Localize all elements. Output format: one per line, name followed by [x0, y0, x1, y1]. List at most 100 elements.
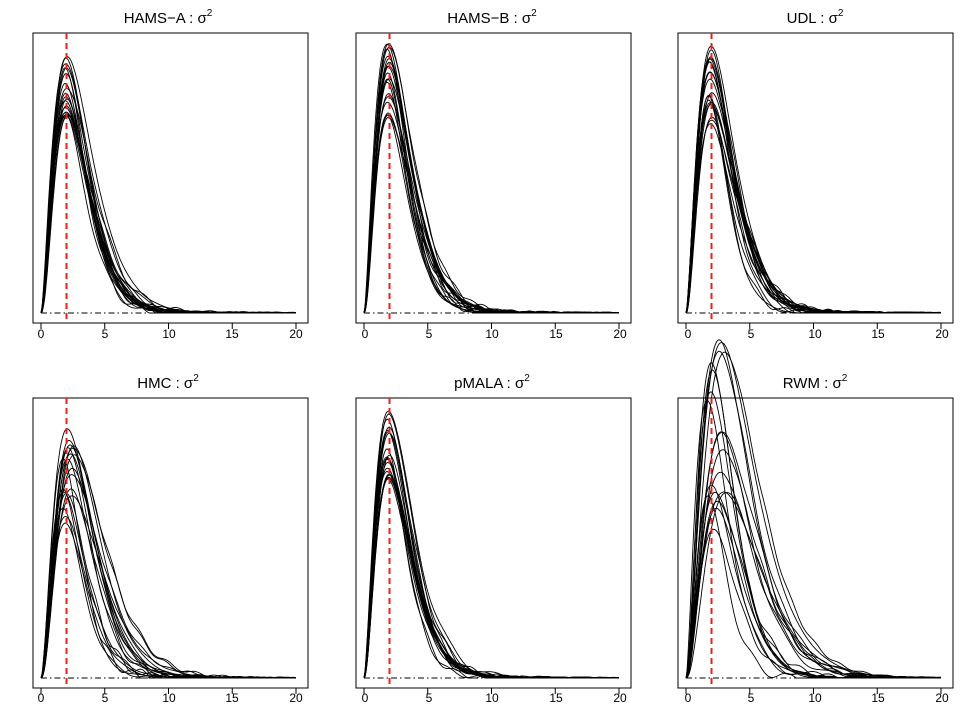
density-curve — [685, 492, 941, 679]
density-curve — [40, 63, 297, 314]
panel-title: pMALA : σ2 — [454, 373, 530, 392]
plot-frame — [355, 32, 632, 324]
density-curve — [363, 429, 620, 679]
x-tick-label: 10 — [485, 327, 499, 341]
panel-title-exponent: 2 — [193, 373, 199, 384]
density-curve — [685, 431, 941, 679]
x-tick-label: 5 — [102, 327, 109, 341]
x-tick-label: 10 — [162, 327, 176, 341]
density-curve — [40, 56, 296, 314]
density-curve — [40, 447, 296, 679]
density-curve — [363, 46, 619, 314]
density-curve — [685, 45, 941, 314]
panel-title-exponent: 2 — [207, 8, 213, 19]
panel-title-prefix: HMC : — [137, 375, 184, 392]
density-curve — [685, 507, 941, 679]
density-curve — [685, 102, 941, 314]
x-tick-label: 15 — [871, 327, 885, 341]
density-curve — [685, 56, 941, 314]
density-curve — [685, 92, 941, 314]
x-tick-label: 5 — [426, 327, 433, 341]
x-tick-label: 10 — [808, 327, 822, 341]
panel-title-symbol: σ — [197, 10, 207, 27]
density-curve — [363, 58, 620, 314]
density-curve — [685, 58, 942, 314]
density-curve — [363, 410, 619, 679]
x-tick-label: 5 — [426, 691, 433, 705]
panel-title-symbol: σ — [522, 10, 532, 27]
plot-frame — [355, 397, 632, 689]
panel-title: HAMS−A : σ2 — [124, 8, 213, 27]
density-curve — [685, 58, 941, 314]
density-curve — [363, 96, 619, 314]
x-tick-label: 10 — [485, 691, 499, 705]
density-curve — [685, 95, 941, 314]
density-curve — [685, 484, 941, 679]
density-curve — [40, 492, 296, 679]
panel-title-symbol: σ — [832, 375, 842, 392]
density-curve — [40, 488, 296, 679]
panel-title: HMC : σ2 — [137, 373, 199, 392]
density-curve — [40, 92, 296, 314]
density-curve — [685, 495, 941, 679]
density-curve — [363, 431, 620, 679]
panel-title: HAMS−B : σ2 — [447, 8, 537, 27]
density-curve — [40, 495, 296, 679]
density-curve — [363, 65, 619, 314]
x-tick-label: 15 — [225, 691, 239, 705]
panel-title-symbol: σ — [184, 375, 194, 392]
density-curve — [685, 61, 941, 314]
density-curve — [40, 488, 297, 679]
density-curve — [363, 55, 619, 314]
density-curve — [363, 43, 620, 314]
panel-title-prefix: RWM : — [783, 375, 833, 392]
x-tick-label: 0 — [38, 327, 45, 341]
density-curve — [685, 116, 941, 314]
x-tick-label: 10 — [808, 691, 822, 705]
density-curve — [363, 467, 619, 679]
density-curve — [363, 432, 619, 679]
density-curve — [685, 369, 941, 679]
panel-title-symbol: σ — [829, 10, 839, 27]
panel-title-prefix: HAMS−B : — [447, 10, 522, 27]
plot-frame — [677, 397, 954, 689]
density-curve — [40, 491, 296, 679]
plot-frame — [32, 397, 309, 689]
x-tick-label: 0 — [685, 327, 692, 341]
density-curve — [685, 351, 942, 679]
x-tick-label: 20 — [935, 327, 949, 341]
x-tick-label: 5 — [748, 691, 755, 705]
density-curve — [363, 43, 619, 314]
density-curve — [363, 413, 619, 679]
density-curve — [685, 391, 941, 679]
x-tick-label: 20 — [935, 691, 949, 705]
x-tick-label: 15 — [871, 691, 885, 705]
density-curve — [685, 350, 942, 679]
panel-title: RWM : σ2 — [783, 373, 848, 392]
x-tick-label: 0 — [362, 691, 369, 705]
panel-title-exponent: 2 — [838, 8, 844, 19]
x-tick-label: 0 — [38, 691, 45, 705]
x-tick-label: 20 — [289, 691, 303, 705]
x-tick-label: 20 — [289, 327, 303, 341]
panel-2: HAMS−B : σ2 0 5 10 15 20 — [355, 8, 632, 341]
plot-frame — [32, 32, 309, 324]
x-tick-label: 15 — [549, 327, 563, 341]
density-curve — [363, 471, 619, 679]
density-curve — [363, 61, 620, 314]
x-tick-label: 0 — [685, 691, 692, 705]
density-curve — [685, 61, 941, 314]
panel-title-exponent: 2 — [531, 8, 537, 19]
density-curve — [40, 458, 296, 679]
x-tick-label: 10 — [162, 691, 176, 705]
panel-3: UDL : σ2 0 5 10 15 20 — [677, 8, 954, 341]
x-tick-label: 15 — [225, 327, 239, 341]
density-curve — [685, 99, 942, 314]
density-curve — [363, 473, 620, 679]
density-curve — [40, 522, 296, 679]
x-tick-label: 0 — [362, 327, 369, 341]
density-curve — [40, 474, 297, 679]
panel-6: RWM : σ2 0 5 10 15 20 — [677, 339, 954, 705]
panel-title-prefix: pMALA : — [454, 375, 515, 392]
